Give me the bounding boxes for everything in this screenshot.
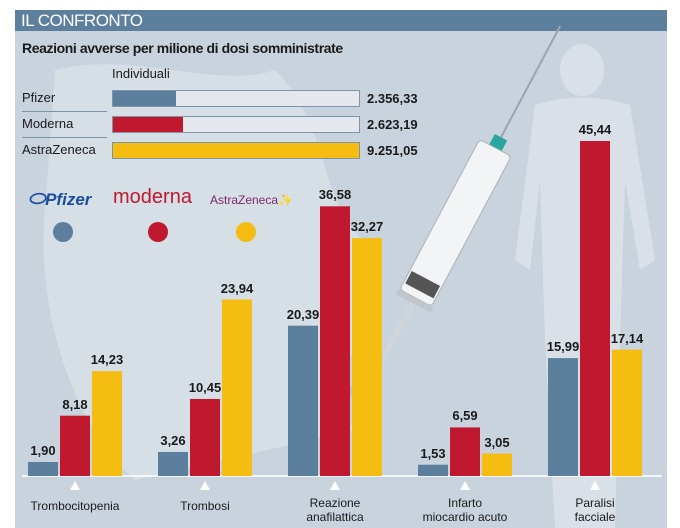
category-label: Trombocitopenia — [15, 499, 135, 513]
bar-moderna-3 — [450, 427, 480, 476]
category-marker — [70, 481, 80, 490]
row-label-astrazeneca: AstraZeneca — [22, 142, 96, 157]
value-label: 17,14 — [610, 330, 644, 346]
value-label: 15,99 — [546, 339, 580, 355]
legend-dot-moderna — [148, 222, 168, 242]
bar-moderna-2 — [320, 206, 350, 477]
bar-moderna-0 — [60, 415, 90, 476]
hbar-value-moderna: 2.623,19 — [367, 117, 418, 132]
value-label: 36,58 — [318, 187, 352, 203]
value-label: 8,18 — [62, 396, 88, 412]
header-title: IL CONFRONTO — [15, 10, 667, 31]
bar-pfizer-2 — [288, 325, 318, 476]
subtitle: Reazioni avverse per milione di dosi som… — [22, 40, 343, 56]
moderna-logo: moderna — [113, 186, 192, 208]
bar-moderna-4 — [580, 141, 610, 476]
category-marker — [330, 481, 340, 490]
row-label-pfizer: Pfizer — [22, 90, 56, 105]
category-label-line: Trombosi — [180, 499, 230, 513]
value-label: 1,53 — [420, 445, 446, 461]
divider — [22, 111, 107, 112]
value-label: 10,45 — [188, 379, 222, 395]
category-label: Paralisi facciale — [535, 496, 655, 524]
row-label-moderna: Moderna — [22, 116, 74, 131]
category-label-line: miocardio acuto — [422, 510, 508, 524]
bar-astrazeneca-0 — [92, 371, 122, 476]
bar-pfizer-1 — [158, 451, 188, 476]
value-label: 3,05 — [484, 434, 510, 450]
category-marker — [460, 481, 470, 490]
legend-dot-astrazeneca — [236, 222, 256, 242]
category-label-line: anafilattica — [306, 510, 364, 524]
bar-moderna-1 — [190, 398, 220, 476]
value-label: 32,27 — [350, 219, 384, 235]
bar-pfizer-0 — [28, 461, 58, 476]
hbar-fill — [113, 143, 359, 158]
value-label: 14,23 — [90, 352, 124, 368]
category-label: Reazione anafilattica — [275, 496, 395, 524]
bar-pfizer-4 — [548, 358, 578, 476]
individual-label: Individuali — [112, 66, 170, 81]
hbar-value-pfizer: 2.356,33 — [367, 91, 418, 106]
category-marker — [590, 481, 600, 490]
value-label: 1,90 — [30, 442, 56, 458]
bar-astrazeneca-2 — [352, 238, 382, 476]
astrazeneca-logo: AstraZeneca✨ — [210, 193, 293, 207]
category-label: Trombosi — [145, 499, 265, 513]
pfizer-logo: ⬭Pfizer — [28, 188, 92, 210]
value-label: 6,59 — [452, 408, 478, 424]
category-marker — [200, 481, 210, 490]
category-label-line: Reazione — [309, 496, 361, 510]
bar-astrazeneca-1 — [222, 299, 252, 476]
category-label-line: Paralisi — [575, 496, 615, 510]
value-label: 3,26 — [160, 432, 186, 448]
legend-dot-pfizer — [53, 222, 73, 242]
hbar-astrazeneca — [112, 142, 360, 159]
category-label-line: Trombocitopenia — [30, 499, 120, 513]
value-label: 23,94 — [220, 280, 254, 296]
category-label-line: Infarto — [447, 496, 483, 510]
hbar-value-astrazeneca: 9.251,05 — [367, 143, 418, 158]
hbar-moderna — [112, 116, 360, 133]
bar-astrazeneca-3 — [482, 453, 512, 476]
hbar-pfizer — [112, 90, 360, 107]
hbar-fill — [113, 117, 183, 132]
category-label-line: facciale — [574, 510, 616, 524]
value-label: 20,39 — [286, 306, 320, 322]
value-label: 45,44 — [578, 122, 612, 137]
bar-pfizer-3 — [418, 464, 448, 476]
divider — [22, 137, 107, 138]
bar-astrazeneca-4 — [612, 349, 642, 476]
category-label: Infarto miocardio acuto — [405, 496, 525, 524]
hbar-fill — [113, 91, 176, 106]
